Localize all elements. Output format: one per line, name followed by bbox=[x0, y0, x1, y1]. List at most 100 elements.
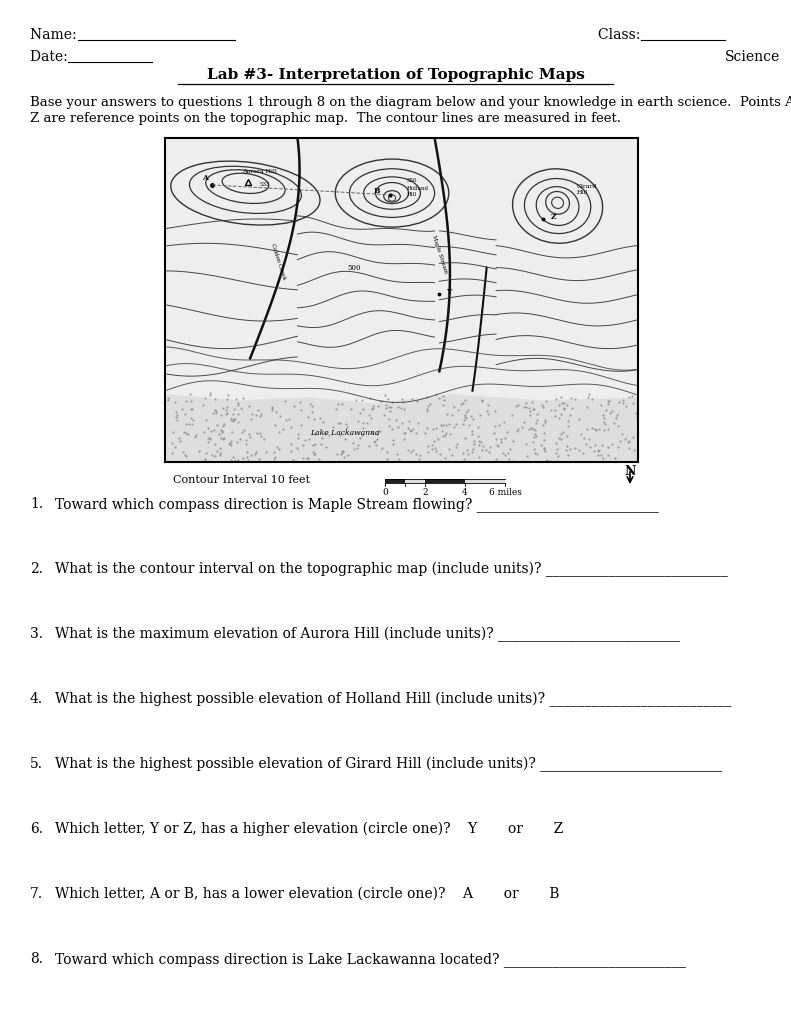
Point bbox=[216, 418, 229, 434]
Point bbox=[237, 389, 250, 406]
Point bbox=[397, 425, 410, 441]
Point bbox=[538, 425, 551, 441]
Point bbox=[342, 454, 354, 470]
Point bbox=[380, 451, 393, 467]
Point bbox=[335, 443, 348, 460]
Point bbox=[589, 422, 602, 438]
Point bbox=[466, 423, 479, 439]
Point bbox=[165, 434, 178, 451]
Point bbox=[448, 419, 460, 435]
Point bbox=[428, 432, 441, 449]
Point bbox=[227, 412, 240, 428]
Point bbox=[214, 429, 227, 445]
Text: Base your answers to questions 1 through 8 on the diagram below and your knowled: Base your answers to questions 1 through… bbox=[30, 96, 791, 109]
Point bbox=[554, 406, 567, 422]
Point bbox=[266, 401, 278, 418]
Point bbox=[176, 400, 188, 417]
Point bbox=[303, 431, 316, 447]
Point bbox=[231, 433, 244, 450]
Text: Z are reference points on the topographic map.  The contour lines are measured i: Z are reference points on the topographi… bbox=[30, 112, 621, 125]
Point bbox=[498, 429, 511, 445]
Point bbox=[215, 422, 228, 438]
Point bbox=[601, 395, 614, 412]
Point bbox=[459, 429, 471, 445]
Point bbox=[538, 441, 551, 458]
Point bbox=[527, 433, 539, 450]
Point bbox=[312, 452, 325, 468]
Text: 3.: 3. bbox=[30, 627, 43, 641]
Point bbox=[186, 401, 199, 418]
Point bbox=[551, 440, 564, 457]
Point bbox=[184, 386, 196, 402]
Point bbox=[178, 446, 191, 463]
Point bbox=[578, 430, 591, 446]
Point bbox=[450, 416, 463, 432]
Point bbox=[490, 436, 503, 453]
Point bbox=[354, 430, 366, 446]
Point bbox=[471, 428, 484, 444]
Point bbox=[531, 445, 543, 462]
Point bbox=[392, 398, 405, 415]
Point bbox=[315, 436, 327, 453]
Point bbox=[631, 421, 644, 437]
Point bbox=[210, 406, 223, 422]
Point bbox=[531, 406, 543, 422]
Point bbox=[465, 408, 478, 424]
Point bbox=[549, 409, 562, 425]
Point bbox=[314, 410, 327, 426]
Point bbox=[245, 406, 258, 422]
Point bbox=[449, 439, 462, 456]
Text: 8.: 8. bbox=[30, 952, 43, 966]
Text: Aurora Hill: Aurora Hill bbox=[242, 169, 277, 174]
Point bbox=[438, 450, 451, 466]
Point bbox=[475, 392, 488, 409]
Point bbox=[555, 394, 568, 411]
Point bbox=[494, 434, 507, 451]
Point bbox=[457, 451, 470, 467]
Point bbox=[440, 424, 452, 440]
Point bbox=[473, 449, 486, 465]
Point bbox=[471, 419, 484, 435]
Point bbox=[565, 389, 577, 406]
Point bbox=[206, 406, 219, 422]
Point bbox=[458, 413, 471, 429]
Point bbox=[395, 400, 407, 417]
Point bbox=[599, 416, 611, 432]
Point bbox=[168, 439, 181, 456]
Point bbox=[196, 396, 209, 413]
Point bbox=[240, 449, 253, 465]
Point bbox=[554, 426, 567, 442]
Point bbox=[418, 425, 431, 441]
Text: B: B bbox=[373, 187, 380, 196]
Point bbox=[170, 408, 183, 424]
Text: Y: Y bbox=[446, 288, 452, 296]
Point bbox=[301, 451, 314, 467]
Point bbox=[189, 429, 202, 445]
Point bbox=[231, 394, 244, 411]
Point bbox=[492, 417, 505, 433]
Point bbox=[254, 408, 267, 424]
Point bbox=[251, 425, 263, 441]
Point bbox=[237, 451, 250, 467]
Point bbox=[421, 400, 433, 417]
Point bbox=[250, 407, 263, 423]
Point bbox=[573, 411, 585, 427]
Point bbox=[459, 409, 471, 425]
Point bbox=[477, 437, 490, 454]
Point bbox=[232, 407, 244, 423]
Point bbox=[421, 388, 433, 404]
Point bbox=[278, 393, 291, 410]
Text: Name:: Name: bbox=[30, 28, 81, 42]
Point bbox=[354, 406, 366, 422]
Text: Z: Z bbox=[551, 213, 556, 221]
Point bbox=[280, 412, 293, 428]
Point bbox=[467, 433, 480, 450]
Point bbox=[491, 438, 504, 455]
Point bbox=[294, 394, 307, 411]
Point bbox=[363, 408, 376, 424]
Point bbox=[558, 400, 570, 417]
Point bbox=[202, 433, 214, 450]
Point bbox=[517, 414, 530, 430]
Text: 2: 2 bbox=[422, 488, 428, 497]
Point bbox=[407, 421, 420, 437]
